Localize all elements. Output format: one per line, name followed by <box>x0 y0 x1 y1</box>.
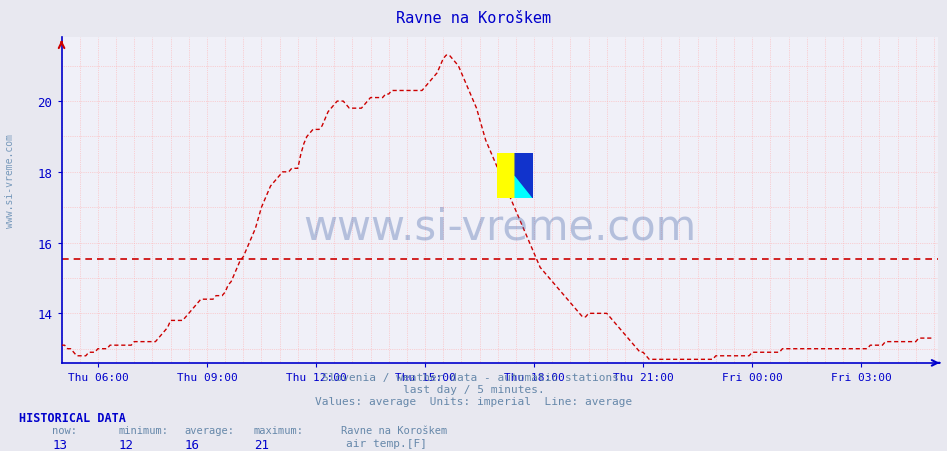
Polygon shape <box>497 153 515 198</box>
Text: Ravne na Koroškem: Ravne na Koroškem <box>396 11 551 26</box>
Text: maximum:: maximum: <box>254 425 304 435</box>
Text: 13: 13 <box>52 438 67 451</box>
Text: www.si-vreme.com: www.si-vreme.com <box>303 206 696 248</box>
Text: air temp.[F]: air temp.[F] <box>346 438 427 448</box>
Text: 16: 16 <box>185 438 200 451</box>
Text: average:: average: <box>185 425 235 435</box>
Polygon shape <box>515 176 533 198</box>
Text: minimum:: minimum: <box>118 425 169 435</box>
Text: Slovenia / weather data - automatic stations.: Slovenia / weather data - automatic stat… <box>322 372 625 382</box>
Text: www.si-vreme.com: www.si-vreme.com <box>5 133 15 227</box>
Text: Values: average  Units: imperial  Line: average: Values: average Units: imperial Line: av… <box>314 396 633 406</box>
Text: 12: 12 <box>118 438 134 451</box>
Text: 21: 21 <box>254 438 269 451</box>
Polygon shape <box>515 153 533 198</box>
Text: last day / 5 minutes.: last day / 5 minutes. <box>402 384 545 394</box>
Text: now:: now: <box>52 425 77 435</box>
Text: Ravne na Koroškem: Ravne na Koroškem <box>341 425 447 435</box>
Text: HISTORICAL DATA: HISTORICAL DATA <box>19 411 126 424</box>
